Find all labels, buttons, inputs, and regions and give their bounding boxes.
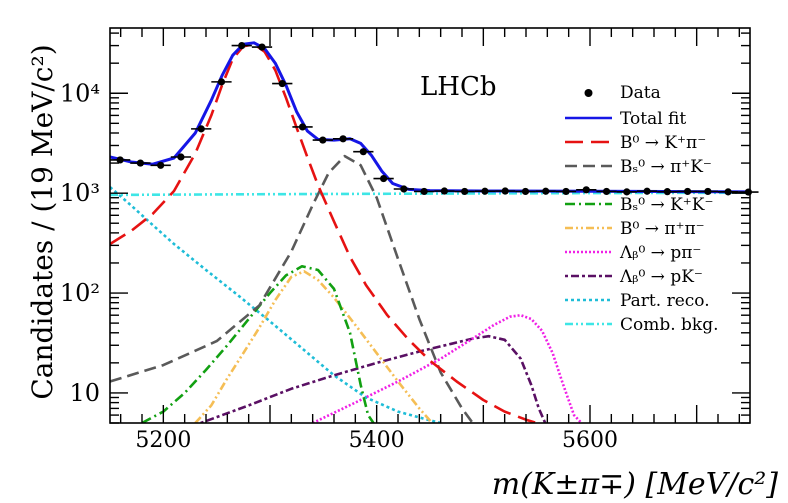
y-tick-label: 10²	[60, 279, 100, 307]
legend-entry-series-6: Λᵦ⁰ → pK⁻	[565, 267, 703, 287]
data-point	[251, 43, 273, 51]
axes	[109, 27, 751, 424]
svg-text:Part. reco.: Part. reco.	[620, 291, 710, 311]
curve-series-2	[110, 154, 474, 423]
plot-frame	[109, 27, 751, 424]
svg-text:Bₛ⁰ → π⁺K⁻: Bₛ⁰ → π⁺K⁻	[620, 157, 712, 177]
data-point	[474, 187, 496, 195]
legend-entry-series-0: Total fit	[565, 109, 686, 129]
data-point	[718, 188, 739, 196]
data-point	[353, 148, 374, 156]
data-point	[616, 188, 637, 196]
svg-text:Λᵦ⁰ → pK⁻: Λᵦ⁰ → pK⁻	[619, 267, 703, 287]
tick-labels: 5200 5400 5600 10 10² 10³ 10⁴	[60, 79, 618, 453]
data-point	[454, 187, 475, 196]
data-point	[393, 185, 414, 193]
x-tick-label: 5600	[562, 428, 618, 453]
y-tick-label: 10³	[60, 179, 100, 207]
svg-text:Bₛ⁰ → K⁺K⁻: Bₛ⁰ → K⁺K⁻	[620, 195, 713, 215]
curve-series-7	[110, 186, 442, 423]
data-point	[170, 153, 192, 161]
curve-series-6	[200, 334, 547, 423]
legend-entry-series-5: Λᵦ⁰ → pπ⁻	[565, 243, 701, 263]
legend-entry-series-3: Bₛ⁰ → K⁺K⁻	[565, 195, 713, 215]
data-point	[576, 186, 597, 194]
curve-series-1	[110, 42, 538, 423]
data-point	[636, 187, 658, 195]
legend-entry-series-2: Bₛ⁰ → π⁺K⁻	[565, 157, 712, 177]
curve-series-5	[312, 313, 583, 423]
legend-entry-data: Data	[584, 83, 661, 103]
legend-entry-series-8: Comb. bkg.	[565, 315, 719, 335]
data-point	[110, 156, 131, 164]
legend-entry-series-4: B⁰ → π⁺π⁻	[565, 219, 705, 239]
fit-curves	[110, 41, 750, 423]
x-tick-label: 5200	[135, 428, 191, 453]
x-axis-label: m(K±π∓) [MeV/c²]	[492, 467, 779, 502]
data-points	[110, 41, 759, 196]
legend: Data Total fit B⁰ → K⁺π⁻ Bₛ⁰ → π⁺K⁻ Bₛ⁰ → K⁺…	[565, 83, 719, 335]
data-point	[332, 135, 354, 143]
data-point	[657, 188, 678, 196]
x-tick-label: 5400	[349, 428, 405, 453]
data-point	[555, 187, 577, 196]
data-point	[515, 187, 536, 196]
svg-text:Total fit: Total fit	[620, 109, 686, 129]
data-point	[231, 41, 252, 50]
svg-text:B⁰ → K⁺π⁻: B⁰ → K⁺π⁻	[620, 133, 706, 153]
curve-series-3	[141, 265, 375, 423]
lhcb-watermark: LHCb	[420, 72, 496, 102]
data-point	[535, 187, 556, 195]
legend-entry-series-7: Part. reco.	[565, 291, 710, 311]
data-point	[373, 174, 394, 183]
data-point	[191, 125, 212, 133]
data-point	[292, 123, 313, 131]
data-point	[697, 187, 718, 196]
y-tick-label: 10⁴	[60, 79, 100, 107]
svg-text:B⁰ → π⁺π⁻: B⁰ → π⁺π⁻	[620, 219, 705, 239]
curve-series-4	[194, 270, 434, 423]
data-point	[434, 187, 455, 195]
data-point	[596, 187, 617, 196]
data-point	[130, 159, 151, 167]
data-point	[677, 187, 698, 196]
svg-text:Λᵦ⁰ → pπ⁻: Λᵦ⁰ → pπ⁻	[619, 243, 701, 263]
svg-text:Data: Data	[620, 83, 661, 103]
curve-series-8	[110, 191, 750, 197]
data-point	[150, 161, 171, 169]
data-point	[495, 187, 516, 195]
svg-text:Comb. bkg.: Comb. bkg.	[620, 315, 719, 335]
y-axis-label: Candidates / (19 MeV/c²)	[26, 44, 59, 399]
data-point	[414, 187, 435, 196]
y-tick-label: 10	[69, 379, 100, 407]
data-point	[211, 78, 232, 86]
data-point	[272, 79, 293, 88]
legend-entry-series-1: B⁰ → K⁺π⁻	[565, 133, 706, 153]
data-point	[312, 136, 333, 144]
